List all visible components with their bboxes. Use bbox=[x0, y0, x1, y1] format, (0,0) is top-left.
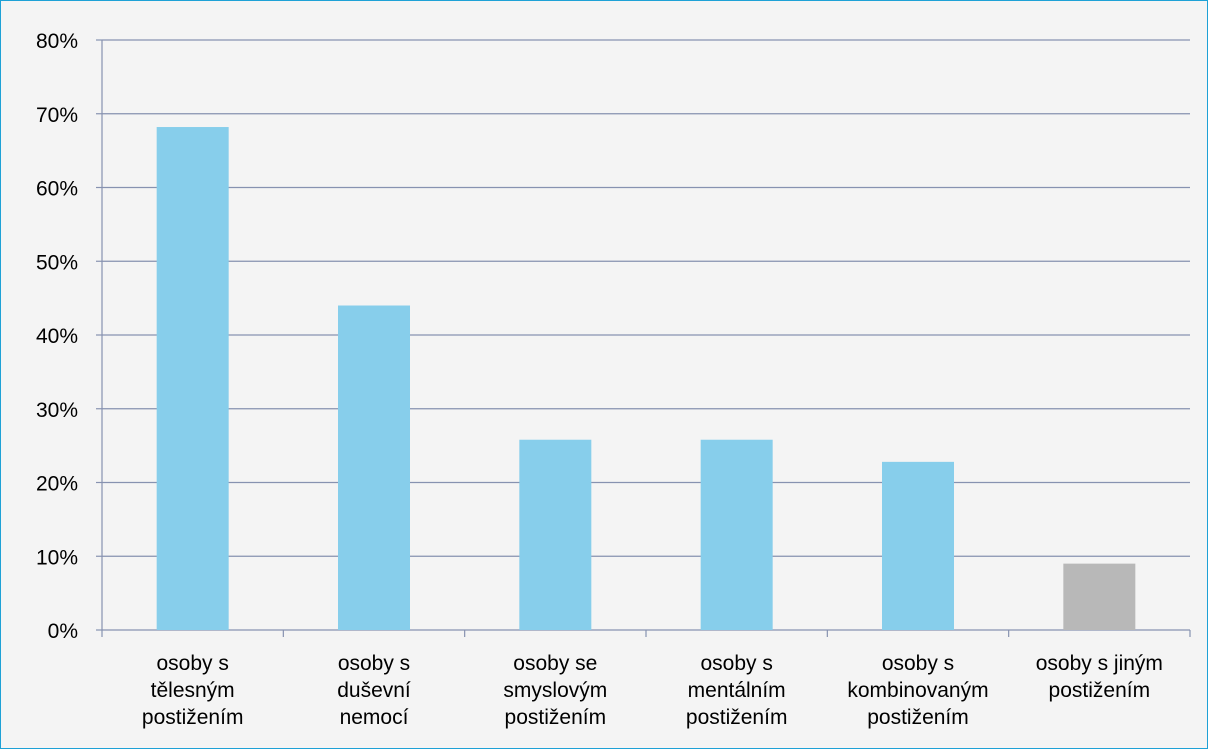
y-tick-label: 40% bbox=[36, 325, 78, 348]
y-tick-label: 80% bbox=[36, 30, 78, 53]
bar bbox=[156, 127, 229, 631]
bar bbox=[882, 461, 954, 630]
bar bbox=[700, 439, 773, 630]
y-tick-label: 70% bbox=[36, 104, 78, 127]
bar bbox=[1063, 563, 1136, 630]
x-category-label: osoby s kombinovaným postižením bbox=[847, 652, 988, 729]
x-category-label: osoby s duševní nemocí bbox=[337, 652, 411, 729]
x-category-label: osoby s mentálním postižením bbox=[686, 652, 788, 729]
y-tick-label: 20% bbox=[36, 473, 78, 496]
bar bbox=[519, 439, 592, 630]
bar bbox=[338, 305, 410, 630]
y-tick-label: 10% bbox=[36, 546, 78, 569]
x-category-label: osoby s jiným postižením bbox=[1036, 652, 1163, 702]
x-category-label: osoby se smyslovým postižením bbox=[503, 652, 607, 729]
y-tick-label: 50% bbox=[36, 251, 78, 274]
y-tick-label: 30% bbox=[36, 399, 78, 422]
y-tick-label: 0% bbox=[48, 620, 78, 643]
y-tick-label: 60% bbox=[36, 178, 78, 201]
x-category-label: osoby s tělesným postižením bbox=[142, 652, 244, 729]
